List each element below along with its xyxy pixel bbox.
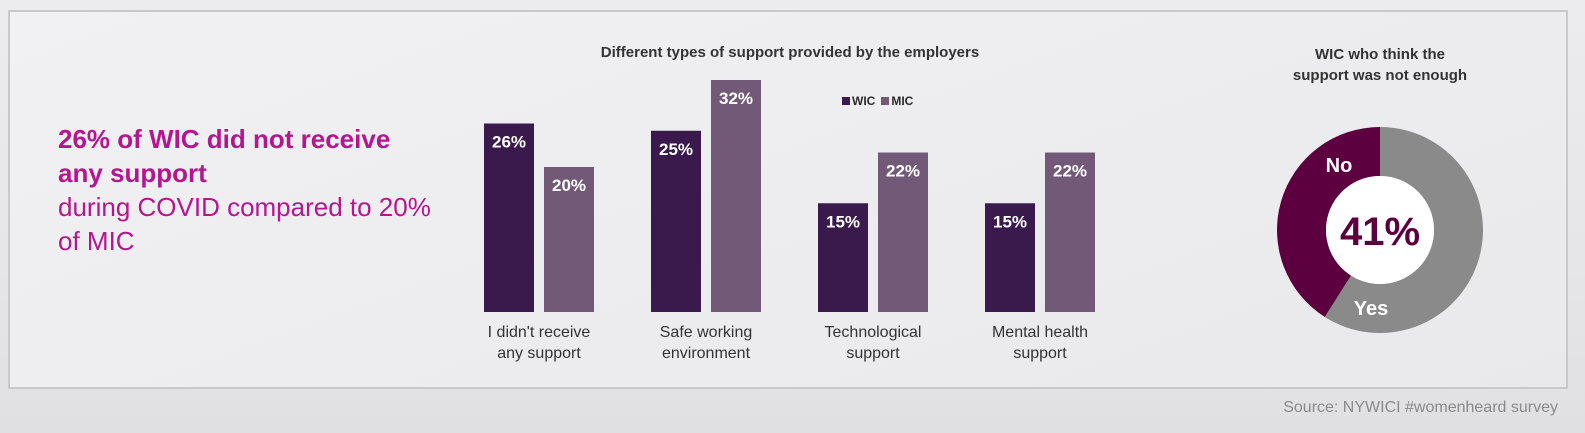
- bar-mic-1: [544, 167, 594, 312]
- bar-chart-legend: WIC MIC: [842, 94, 913, 108]
- bar-mic-4: [1045, 152, 1095, 312]
- bar-chart-title: Different types of support provided by t…: [600, 44, 980, 61]
- donut-label-no: No: [1326, 155, 1353, 177]
- bar-wic-2: [651, 130, 701, 312]
- legend-item-mic: MIC: [881, 94, 913, 108]
- legend-swatch-wic: [842, 97, 850, 105]
- donut-slice-no: [1277, 127, 1380, 317]
- headline-rest: during COVID compared to 20% of MIC: [58, 192, 431, 256]
- legend-swatch-mic: [881, 97, 890, 105]
- bar-label-wic-2: 25%: [659, 140, 693, 159]
- donut-title-line-2: support was not enough: [1292, 67, 1468, 84]
- donut-title-line-1: WIC who think the: [1315, 46, 1445, 63]
- bar-label-mic-4: 22%: [1053, 162, 1087, 181]
- bar-chart: 26% 20% I didn't receive any support 25% 32% S…: [484, 80, 1095, 362]
- category-label-3-line-1: Technological: [825, 324, 922, 341]
- donut-label-yes: Yes: [1354, 298, 1388, 320]
- bar-label-wic-4: 15%: [993, 212, 1027, 231]
- donut-chart-title: WIC who think the support was not enough: [1270, 44, 1490, 86]
- source-note: Source: NYWICI #womenheard survey: [1283, 399, 1558, 416]
- bar-label-mic-1: 20%: [552, 176, 586, 195]
- bar-wic-1: [484, 123, 534, 312]
- category-label-2-line-1: Safe working: [660, 324, 753, 341]
- category-label-3-line-2: support: [846, 345, 900, 362]
- bar-mic-3: [878, 152, 928, 312]
- bar-wic-4: [985, 203, 1035, 312]
- legend-label-mic: MIC: [891, 94, 914, 108]
- donut-hole: [1326, 176, 1434, 284]
- bar-label-wic-1: 26%: [492, 133, 526, 152]
- headline-strong: 26% of WIC did not receive any support: [58, 124, 391, 188]
- category-label-4-line-2: support: [1013, 345, 1067, 362]
- bar-wic-3: [818, 203, 868, 312]
- bar-mic-2: [711, 80, 761, 312]
- category-label-1-line-2: any support: [497, 345, 581, 362]
- category-label-4-line-1: Mental health: [992, 324, 1088, 341]
- legend-item-wic: WIC: [842, 94, 875, 108]
- bar-label-wic-3: 15%: [826, 212, 860, 231]
- bar-label-mic-3: 22%: [886, 162, 920, 181]
- category-label-1-line-1: I didn't receive: [488, 324, 591, 341]
- bar-label-mic-2: 32%: [719, 89, 753, 108]
- legend-label-wic: WIC: [852, 94, 876, 108]
- headline: 26% of WIC did not receive any support d…: [58, 122, 438, 258]
- donut-slice-yes: [1324, 127, 1483, 333]
- donut-chart: 41% No Yes: [1277, 127, 1483, 333]
- category-label-2-line-2: environment: [662, 345, 751, 362]
- donut-center-label: 41%: [1340, 210, 1420, 254]
